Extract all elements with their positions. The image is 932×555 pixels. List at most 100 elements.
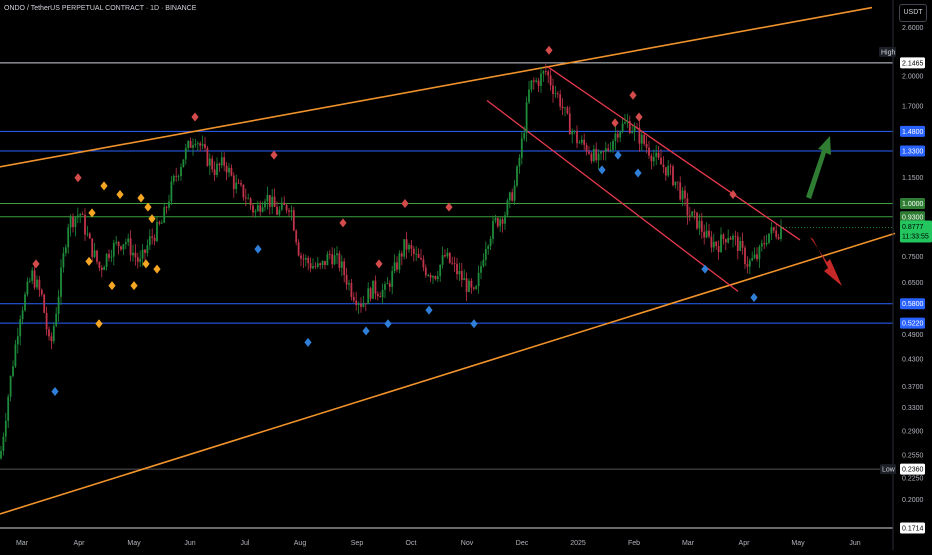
candle-body xyxy=(501,219,504,224)
candle-body xyxy=(249,198,252,206)
candle-body xyxy=(9,376,12,397)
price-tag-bg xyxy=(900,145,925,157)
candle-body xyxy=(592,148,595,162)
candle-body xyxy=(384,284,386,290)
orange-diamond xyxy=(100,181,108,191)
candle-body xyxy=(477,272,480,287)
candle-body xyxy=(460,270,463,281)
candle-body xyxy=(0,450,2,459)
orange-diamond xyxy=(85,256,93,266)
candle-body xyxy=(31,270,34,281)
candle-body xyxy=(211,158,214,170)
candle-body xyxy=(441,255,444,265)
currency-button[interactable]: USDT xyxy=(899,4,927,22)
x-tick-label: Mar xyxy=(16,540,29,547)
candle-body xyxy=(544,71,547,73)
price-tag-bg xyxy=(900,298,925,310)
candle-body xyxy=(247,198,250,200)
candle-body xyxy=(278,209,281,215)
candle-body xyxy=(496,218,499,227)
y-tick-label: 1.7000 xyxy=(902,103,924,110)
candle-body xyxy=(24,294,26,311)
candle-body xyxy=(69,216,72,228)
y-tick-label: 0.3700 xyxy=(902,384,924,391)
candle-body xyxy=(228,167,230,173)
x-tick-label: Mar xyxy=(682,540,695,547)
upper-orange-trendline xyxy=(0,6,873,168)
candle-body xyxy=(295,230,298,243)
candle-body xyxy=(638,127,641,144)
candle-body xyxy=(43,294,46,313)
candle-body xyxy=(2,436,5,451)
candle-body xyxy=(628,121,631,134)
candle-body xyxy=(134,252,137,258)
candle-body xyxy=(465,278,468,292)
candle-body xyxy=(50,336,53,342)
candle-body xyxy=(619,131,622,138)
candle-body xyxy=(273,196,276,207)
candle-body xyxy=(578,142,581,144)
candle-body xyxy=(57,296,60,314)
candle-body xyxy=(4,420,7,437)
candle-body xyxy=(468,280,470,292)
candle-body xyxy=(184,147,187,160)
candle-body xyxy=(381,289,384,298)
candle-body xyxy=(352,296,355,301)
candle-body xyxy=(482,259,485,267)
candle-body xyxy=(770,227,773,234)
red-diamond xyxy=(270,150,278,160)
candle-body xyxy=(264,201,266,208)
candle-body xyxy=(261,207,264,212)
candle-body xyxy=(240,183,242,185)
price-tag-label: 1.4800 xyxy=(902,129,924,136)
candle-body xyxy=(705,230,708,238)
candle-body xyxy=(182,159,185,168)
price-tag-label: 0.2360 xyxy=(902,467,924,474)
candle-body xyxy=(403,239,406,257)
candle-body xyxy=(585,144,588,152)
candle-body xyxy=(60,267,62,297)
candle-body xyxy=(151,236,154,238)
candle-body xyxy=(744,247,746,265)
candle-body xyxy=(559,94,562,107)
candle-body xyxy=(357,303,360,305)
candle-body xyxy=(604,148,607,152)
candle-body xyxy=(165,207,168,209)
candle-body xyxy=(456,263,458,275)
candle-body xyxy=(739,240,742,251)
candle-body xyxy=(492,220,494,239)
candle-body xyxy=(626,121,629,123)
candle-body xyxy=(696,212,698,229)
red-diamond xyxy=(401,198,409,208)
candle-body xyxy=(448,252,451,263)
candle-body xyxy=(436,276,439,280)
candle-body xyxy=(19,319,22,337)
candle-body xyxy=(674,181,677,186)
candle-body xyxy=(727,237,730,243)
candle-body xyxy=(271,196,274,207)
candle-body xyxy=(549,75,552,86)
direction-arrows xyxy=(806,136,842,286)
candle-body xyxy=(148,236,151,246)
candle-body xyxy=(652,156,655,162)
candle-body xyxy=(132,252,134,256)
blue-diamond xyxy=(304,337,312,347)
candle-body xyxy=(331,254,334,265)
candle-body xyxy=(321,260,324,266)
candle-body xyxy=(662,164,665,168)
candle-body xyxy=(412,248,415,254)
candle-body xyxy=(280,202,283,210)
price-tag-bg xyxy=(900,317,925,329)
red-diamond xyxy=(32,259,40,269)
candle-body xyxy=(650,155,653,162)
candle-body xyxy=(103,266,106,271)
candle-body xyxy=(451,262,454,264)
candle-body xyxy=(67,227,70,248)
candle-body xyxy=(691,211,694,216)
blue-diamond xyxy=(384,319,392,329)
blue-diamond xyxy=(470,319,478,329)
candle-body xyxy=(729,237,732,240)
candle-body xyxy=(220,157,223,166)
